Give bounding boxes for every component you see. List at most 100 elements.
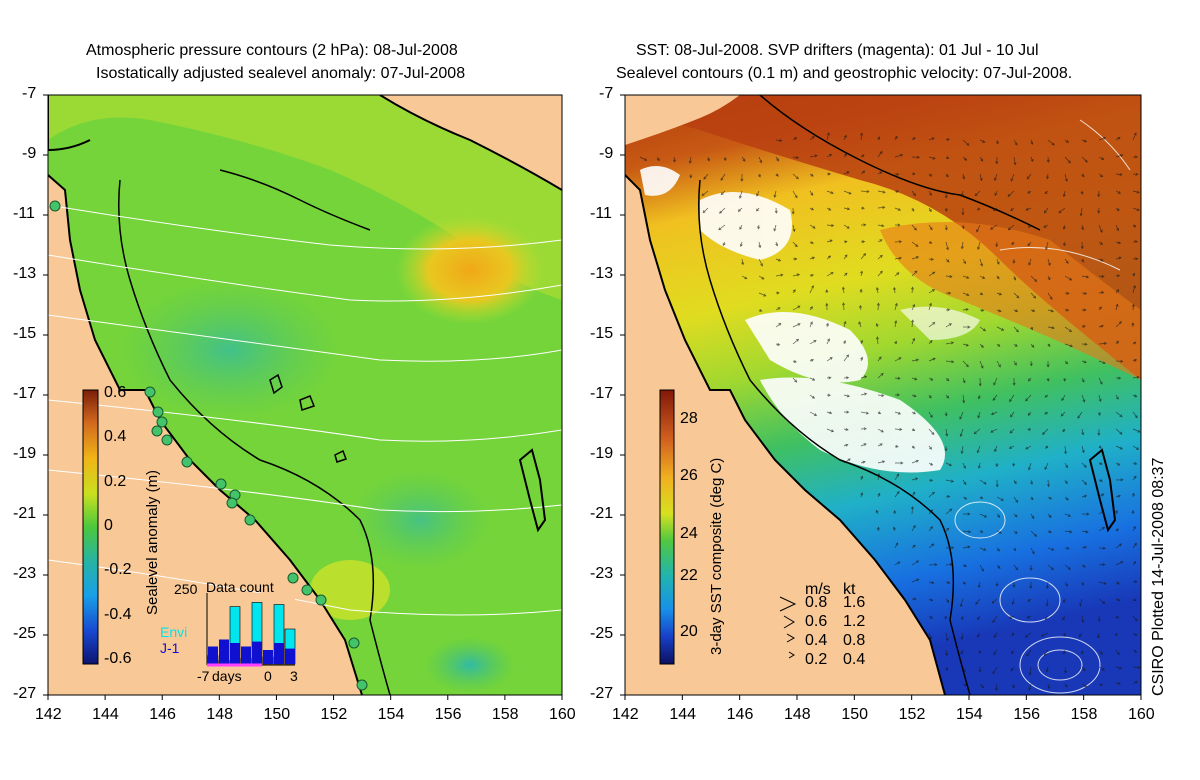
velocity-arrow	[826, 255, 832, 260]
velocity-arrow	[962, 683, 968, 687]
velocity-arrow	[1081, 683, 1088, 688]
velocity-arrow	[1064, 360, 1069, 365]
velocity-arrow	[928, 615, 933, 619]
velocity-arrow	[1078, 632, 1083, 638]
velocity-arrow	[1081, 564, 1086, 568]
velocity-arrow	[1132, 207, 1140, 212]
velocity-arrow	[1115, 462, 1121, 466]
velocity-arrow	[809, 135, 815, 141]
velocity-arrow	[1012, 683, 1016, 689]
velocity-arrow	[1027, 427, 1032, 431]
velocity-arrow	[990, 428, 998, 433]
velocity-arrow	[1115, 190, 1122, 194]
velocity-arrow	[860, 443, 867, 447]
velocity-arrow	[911, 411, 916, 415]
velocity-arrow	[860, 356, 864, 362]
lat-label-left: -11	[13, 205, 35, 222]
velocity-arrow	[1132, 272, 1135, 277]
velocity-arrow	[1098, 274, 1105, 278]
velocity-arrow	[911, 270, 918, 277]
velocity-arrow	[1044, 394, 1049, 398]
velocity-arrow	[945, 308, 951, 312]
velocity-arrow	[945, 508, 953, 515]
sst-colorbar-tick: 24	[680, 525, 698, 542]
velocity-arrow	[1011, 598, 1015, 605]
velocity-arrow	[1030, 547, 1035, 555]
velocity-arrow	[809, 411, 818, 416]
velocity-arrow	[894, 240, 903, 244]
velocity-arrow	[1115, 274, 1121, 278]
velocity-arrow	[1011, 241, 1015, 246]
velocity-arrow	[860, 132, 864, 141]
velocity-arrow	[1098, 479, 1104, 482]
velocity-arrow	[1115, 303, 1119, 311]
lat-label-right: -17	[590, 385, 614, 402]
velocity-arrow	[1132, 284, 1136, 294]
velocity-arrow	[843, 458, 851, 464]
velocity-arrow	[791, 207, 795, 215]
velocity-arrow	[959, 428, 964, 437]
velocity-arrow	[1098, 258, 1104, 262]
lon-label-right: 158	[1070, 706, 1098, 723]
velocity-arrow	[1010, 666, 1015, 672]
velocity-arrow	[775, 156, 779, 162]
velocity-arrow	[1064, 291, 1070, 295]
velocity-arrow	[894, 207, 902, 211]
velocity-arrow	[993, 632, 998, 638]
velocity-arrow	[1098, 306, 1102, 311]
velocity-arrow	[1064, 462, 1068, 469]
velocity-arrow	[1098, 136, 1107, 141]
velocity-arrow	[1045, 598, 1049, 607]
velocity-arrow	[911, 241, 919, 247]
velocity-arrow	[1132, 525, 1136, 532]
velocity-arrow	[1115, 207, 1120, 212]
velocity-arrow	[911, 319, 915, 328]
coral-reefs	[269, 373, 347, 463]
australia-land-sst	[625, 175, 945, 695]
velocity-arrow	[1132, 666, 1141, 669]
velocity-arrow	[928, 428, 935, 436]
velocity-arrow	[1064, 308, 1070, 312]
velocity-arrow	[1080, 190, 1084, 195]
velocity-arrow	[826, 239, 833, 243]
velocity-arrow	[809, 224, 816, 229]
velocity-arrow	[758, 292, 767, 297]
inset-legend-envi: Envi	[160, 624, 188, 640]
velocity-arrow	[1115, 340, 1119, 345]
velocity-arrow	[774, 207, 778, 214]
sla-positive-patch	[310, 560, 390, 620]
left-title-line1: Atmospheric pressure contours (2 hPa): 0…	[86, 42, 458, 59]
velocity-arrow	[996, 360, 1001, 368]
lat-label-right: -15	[590, 325, 614, 342]
velocity-arrow	[1081, 545, 1087, 549]
velocity-arrow	[960, 445, 964, 455]
velocity-legend-ms: 0.8	[805, 594, 828, 611]
lon-label-right: 142	[612, 706, 639, 723]
velocity-arrow	[1045, 666, 1049, 673]
velocity-arrow	[1081, 581, 1084, 586]
axis-ticks	[43, 94, 1142, 700]
velocity-arrow	[911, 137, 916, 141]
sla-colorbar-tick: 0.6	[104, 384, 127, 401]
velocity-arrow	[945, 598, 950, 603]
right-title-line1: SST: 08-Jul-2008. SVP drifters (magenta)…	[636, 42, 1039, 59]
lon-label-right: 156	[1013, 706, 1041, 723]
velocity-arrow	[894, 320, 898, 328]
velocity-arrow	[1132, 257, 1139, 261]
velocity-arrow	[809, 173, 814, 177]
inset-bars	[207, 602, 296, 665]
velocity-arrow	[1064, 173, 1068, 182]
velocity-arrow	[962, 377, 966, 384]
australia-land	[48, 175, 362, 695]
velocity-arrow	[1132, 172, 1139, 176]
velocity-arrow	[944, 224, 948, 231]
velocity-arrow	[1013, 156, 1017, 166]
velocity-arrow	[978, 649, 982, 655]
lon-label-right: 148	[784, 706, 811, 723]
tide-gauge-stations	[49, 200, 368, 691]
velocity-arrow	[994, 445, 998, 453]
velocity-arrow	[911, 358, 920, 362]
geostrophic-velocity-arrows	[639, 132, 1141, 692]
velocity-arrow	[1115, 581, 1120, 585]
velocity-arrow	[1010, 207, 1015, 212]
